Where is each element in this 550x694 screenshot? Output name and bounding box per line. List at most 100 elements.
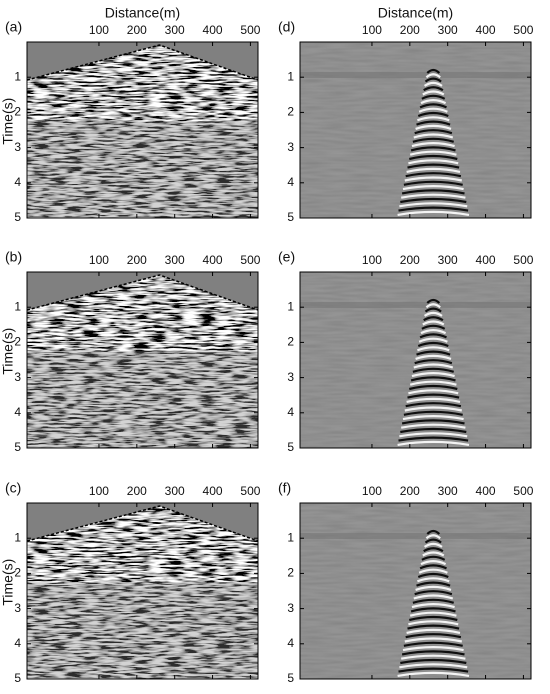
y-tick-label: 5	[14, 671, 21, 685]
y-tick-label: 2	[14, 105, 21, 119]
noise	[300, 503, 531, 679]
wavelet	[417, 572, 449, 579]
y-tick-label: 5	[287, 210, 294, 224]
panel-label: (f)	[278, 480, 291, 496]
wavelet	[405, 402, 462, 408]
wavelet	[423, 547, 444, 553]
panel-label: (c)	[5, 480, 21, 496]
wavelet	[400, 423, 466, 429]
axes-frame	[26, 502, 259, 680]
axes-frame	[299, 271, 532, 449]
y-tick-label: 3	[14, 140, 21, 154]
wavelet	[403, 641, 463, 647]
wavelet	[407, 393, 460, 399]
y-tick-label: 4	[287, 405, 294, 419]
wavelet	[404, 406, 463, 412]
wavelet	[398, 436, 469, 442]
panel-label: (e)	[278, 249, 295, 265]
wavelet	[399, 202, 468, 208]
wavelet	[409, 380, 457, 386]
wavelet	[397, 440, 470, 446]
wavelet	[409, 150, 457, 156]
noise	[300, 42, 531, 218]
wavelet	[412, 598, 455, 604]
band	[300, 302, 531, 308]
noise	[27, 42, 258, 218]
x-axis-label: Distance(m)	[378, 5, 453, 21]
wavelet	[401, 650, 465, 656]
wavelet	[414, 359, 453, 365]
wavelet	[413, 363, 454, 369]
y-tick-label: 1	[287, 299, 294, 313]
wavelet	[421, 555, 446, 561]
y-tick-label: 4	[14, 405, 21, 419]
x-tick-label: 500	[513, 253, 533, 267]
y-axis-label: Time(s)	[0, 328, 16, 375]
wavelet	[406, 397, 461, 403]
wavelet	[419, 564, 447, 570]
seismic-image	[300, 272, 531, 448]
wavelet	[402, 415, 464, 421]
wavelet	[402, 646, 464, 652]
wavelet	[423, 86, 444, 92]
wavelet	[422, 320, 445, 326]
first-arrival	[27, 505, 258, 542]
x-tick-label: 100	[89, 484, 109, 498]
wavelet	[417, 116, 450, 122]
wavelet	[399, 663, 468, 669]
seismic-image	[300, 42, 531, 218]
muted-zone	[27, 503, 258, 541]
wavelet	[422, 90, 445, 96]
wavelet	[417, 346, 450, 352]
y-tick-label: 1	[287, 69, 294, 83]
wavelet	[407, 624, 460, 630]
panel-label: (a)	[5, 19, 22, 35]
noise	[300, 272, 531, 448]
wavelet	[410, 376, 456, 382]
panel-label: (d)	[278, 19, 295, 35]
wavelet	[410, 607, 456, 613]
wavelet	[397, 210, 470, 216]
wavelet	[412, 137, 455, 143]
wavelet	[400, 654, 466, 660]
wavelet	[419, 103, 447, 109]
y-tick-label: 4	[287, 636, 294, 650]
wavelet	[418, 107, 448, 113]
wavelet	[422, 551, 445, 557]
seismic-image	[300, 503, 531, 679]
band	[300, 533, 531, 539]
y-axis-label: Time(s)	[0, 98, 16, 145]
wavelet	[415, 354, 452, 360]
wavelet	[400, 658, 467, 665]
wavelet	[403, 180, 463, 186]
wavelet	[420, 329, 447, 335]
x-tick-label: 200	[400, 23, 420, 37]
wavelet	[426, 298, 441, 304]
wavelet	[425, 73, 441, 79]
wavelet	[408, 389, 459, 395]
wavelet	[418, 337, 448, 343]
x-tick-label: 500	[513, 23, 533, 37]
wavelet	[409, 611, 457, 617]
y-axis-label: Time(s)	[0, 559, 16, 606]
x-tick-label: 100	[89, 253, 109, 267]
x-tick-label: 300	[165, 253, 185, 267]
wavelet	[414, 129, 453, 135]
wavelet	[406, 167, 461, 173]
wavelet	[400, 193, 466, 199]
wavelet	[418, 568, 448, 574]
wavelet	[410, 146, 456, 152]
seismic-image	[27, 272, 258, 448]
x-axis-label: Distance(m)	[105, 5, 180, 21]
wavelet	[420, 99, 447, 105]
wavelet	[404, 176, 463, 182]
y-tick-label: 4	[14, 636, 21, 650]
wavelet	[424, 307, 442, 313]
wavelet	[417, 577, 450, 583]
y-tick-label: 5	[287, 671, 294, 685]
wavelet	[399, 432, 468, 438]
x-tick-label: 200	[400, 253, 420, 267]
y-tick-label: 1	[14, 530, 21, 544]
wavelet	[408, 620, 459, 626]
